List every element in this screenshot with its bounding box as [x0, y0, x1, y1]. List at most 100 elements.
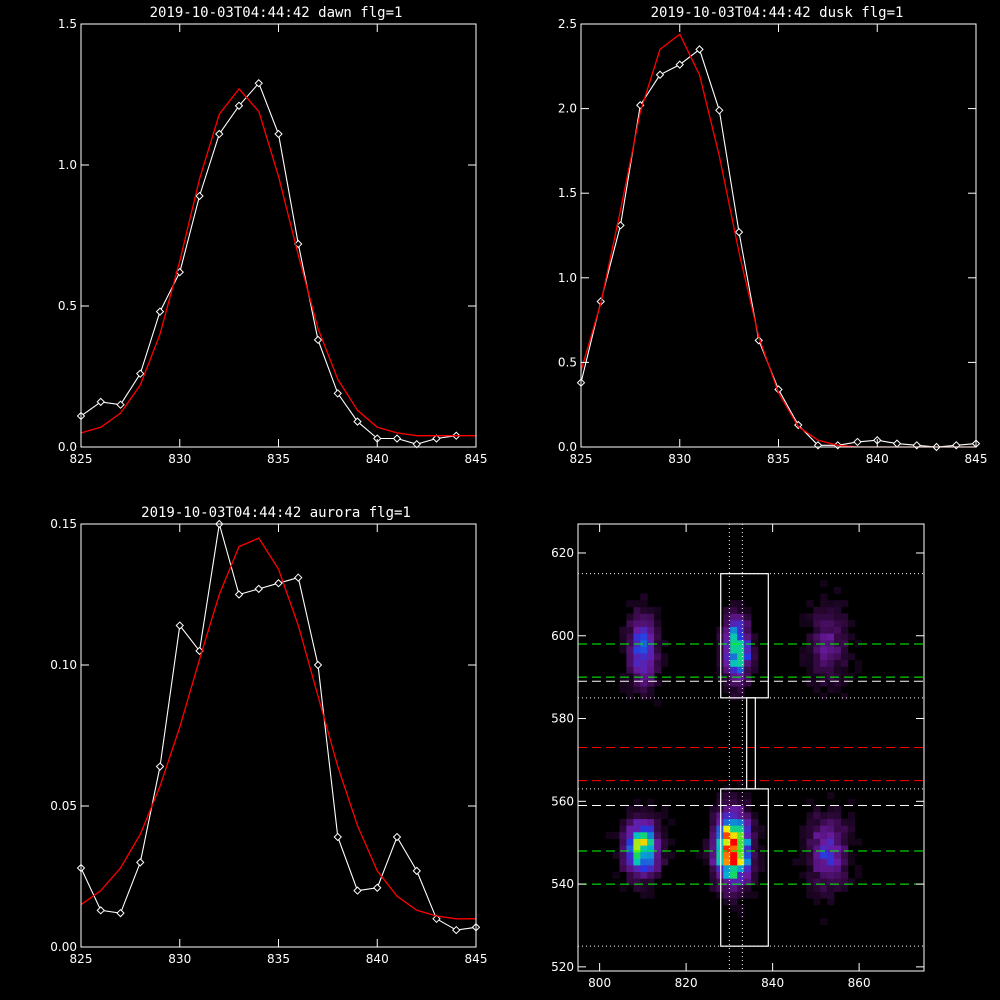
heatmap-cell: [841, 659, 849, 667]
heatmap-cell: [640, 673, 648, 680]
heatmap-cell: [813, 878, 821, 886]
heatmap-cell: [709, 871, 717, 879]
heatmap-cell: [619, 851, 627, 859]
heatmap-cell: [737, 626, 745, 634]
heatmap-cell: [640, 593, 648, 601]
heatmap-cell: [834, 838, 842, 846]
heatmap-cell: [737, 659, 745, 667]
dusk-panel: 2019-10-03T04:44:42 dusk flg=1 825 830 835…: [558, 5, 988, 466]
dusk-data-point: [892, 439, 902, 448]
heatmap-cell: [820, 639, 828, 647]
heatmap-cell: [820, 673, 828, 680]
heatmap-cell: [854, 659, 863, 667]
heatmap-cell: [647, 692, 655, 700]
heatmap-cell: [737, 692, 745, 700]
heatmap-cell: [847, 798, 856, 806]
heatmap-cell: [820, 679, 828, 687]
heatmap-cell: [813, 679, 821, 687]
heatmap-cell: [813, 673, 821, 680]
heatmap-cell: [737, 666, 745, 674]
heatmap-cell: [626, 838, 634, 846]
heatmap-cell: [640, 646, 648, 654]
heatmap-cell: [661, 653, 669, 661]
heatmap-cell: [633, 805, 641, 813]
heatmap-cell: [820, 884, 828, 892]
heatmap-cell: [827, 626, 835, 634]
heatmap-cell: [716, 891, 724, 899]
heatmap-cell: [820, 865, 828, 872]
aurora-y-tick-label: 0.00: [50, 940, 77, 954]
heatmap-cell: [730, 639, 738, 647]
heatmap-cell: [716, 798, 724, 806]
heatmap-cell: [744, 838, 752, 846]
heatmap-cell: [730, 858, 738, 866]
heatmap-cell: [751, 639, 759, 647]
heatmap-cell: [716, 884, 724, 892]
heatmap-cell: [640, 686, 648, 694]
heatmap-cell: [654, 845, 662, 853]
heatmap-cell: [827, 646, 835, 654]
heatmap-cell: [744, 673, 752, 680]
heatmap-cell: [799, 620, 807, 627]
heatmap-cell: [633, 679, 641, 687]
dawn-y-tick-label: 1.0: [58, 158, 77, 172]
heatmap-cell: [709, 884, 717, 892]
heatmap-cell: [716, 639, 724, 647]
heatmap-cell: [813, 805, 821, 813]
heatmap-cell: [744, 792, 752, 800]
heatmap-cell: [737, 798, 745, 806]
heatmap-cell: [820, 666, 828, 674]
heatmap-cell: [806, 831, 814, 839]
aurora-y-tick-label: 0.10: [50, 658, 77, 672]
aurora-data-point: [294, 573, 303, 582]
dusk-data-point: [695, 45, 704, 54]
heatmap-cell: [633, 653, 641, 661]
aurora-y-tick-label: 0.15: [50, 517, 77, 531]
dusk-data-point: [734, 227, 744, 237]
heatmap-cell: [654, 613, 662, 621]
aurora-data-point: [116, 908, 125, 918]
heatmap-cell: [654, 851, 662, 859]
heatmap-cell: [709, 878, 717, 886]
heatmap-cell: [744, 845, 752, 853]
heatmap-cell: [792, 858, 800, 866]
heatmap-cell: [723, 673, 731, 680]
heatmap-cell: [640, 838, 648, 846]
heatmap-cell: [730, 613, 738, 621]
heatmap-cell: [723, 792, 731, 800]
heatmap-cell: [737, 858, 745, 866]
heatmap-cell: [730, 659, 738, 667]
dawn-data-point: [96, 397, 105, 407]
aurora-data-point: [392, 832, 402, 842]
heatmap-cell: [647, 653, 655, 661]
heatmap-cell: [647, 633, 655, 641]
heatmap-cell: [723, 798, 731, 806]
heatmap-cell: [813, 653, 821, 661]
heatmap-cell: [647, 679, 655, 687]
heatmap-cell: [723, 865, 731, 872]
dawn-data-point: [412, 439, 421, 449]
heatmap-cell: [654, 825, 662, 833]
heatmap-cell: [820, 626, 828, 634]
heatmap-cell: [730, 884, 738, 892]
heatmap-cell: [633, 666, 641, 674]
heatmap-cell: [799, 653, 807, 661]
heatmap-cell: [820, 653, 828, 661]
heatmap-cell: [751, 838, 759, 846]
heatmap-cell: [661, 851, 669, 859]
heatmap-cell: [751, 666, 759, 674]
heatmap-cell: [799, 825, 807, 833]
dawn-fit-line: [81, 87, 476, 437]
image-y-tick-label: 540: [551, 877, 574, 891]
heatmap-cell: [737, 838, 745, 846]
heatmap-cell: [626, 818, 634, 826]
heatmap-cell: [737, 613, 745, 621]
heatmap-cell: [813, 831, 821, 839]
dawn-y-tick-label: 1.5: [58, 17, 77, 31]
heatmap-cell: [813, 858, 821, 866]
dawn-data-point: [313, 335, 323, 345]
heatmap-cell: [820, 818, 828, 826]
heatmap-cell: [820, 600, 828, 608]
heatmap-cell: [737, 845, 745, 853]
